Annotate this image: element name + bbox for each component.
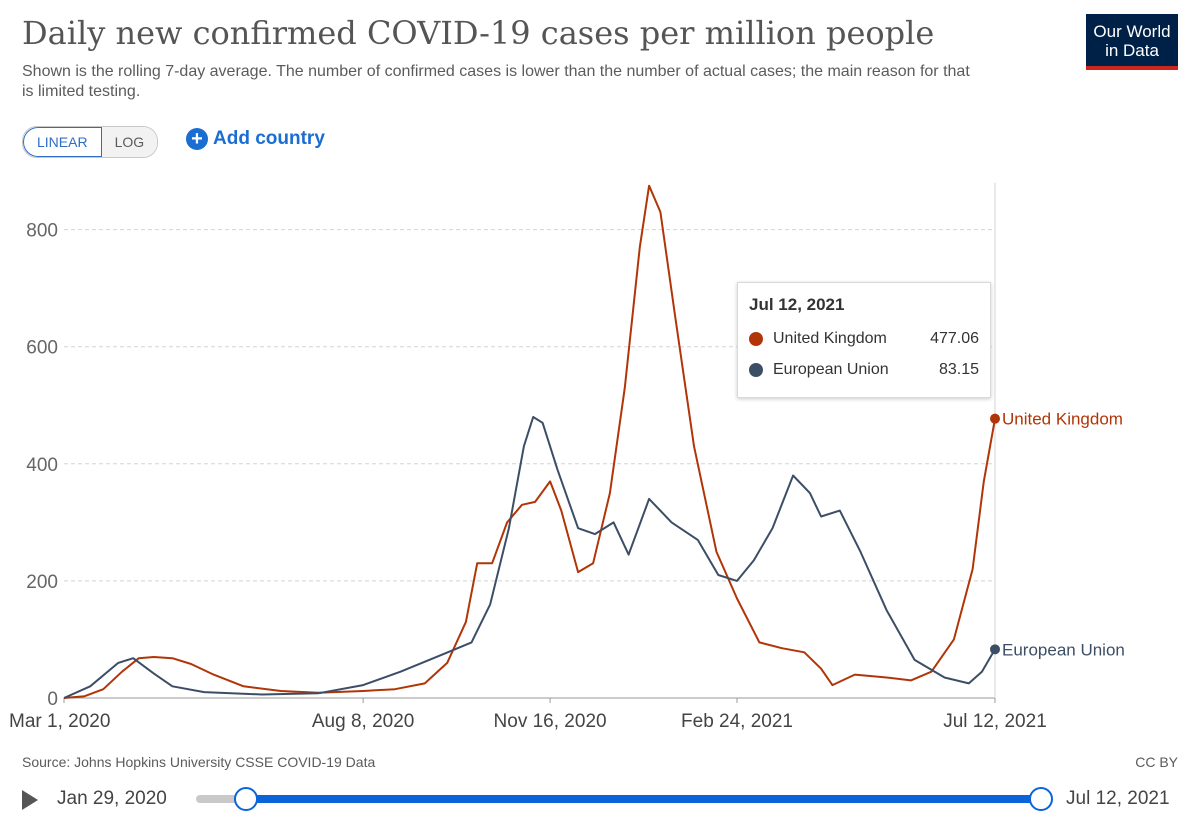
linear-scale-button[interactable]: LINEAR	[23, 127, 102, 157]
line-chart[interactable]: 0 200 400 600 800 Mar 1, 2020 Aug 8, 2020 Nov …	[0, 170, 1200, 740]
uk-dot-icon	[749, 332, 763, 346]
y-tick-label: 200	[26, 572, 58, 593]
timeline-selected-range	[246, 795, 1041, 803]
series-end-labels: United Kingdom European Union	[1002, 410, 1125, 660]
chart-subtitle: Shown is the rolling 7-day average. The …	[22, 63, 970, 100]
tooltip-series-name: United Kingdom	[773, 330, 887, 347]
chart-grid	[64, 182, 996, 699]
tooltip-series-value: 477.06	[930, 330, 979, 347]
owid-logo[interactable]: Our World in Data	[1086, 14, 1178, 70]
tooltip-date: Jul 12, 2021	[749, 295, 845, 314]
eu-dot-icon	[749, 363, 763, 377]
series-line	[63, 416, 996, 699]
license-link[interactable]: CC BY	[1135, 754, 1178, 770]
timeline-start-date: Jan 29, 2020	[57, 788, 167, 809]
add-country-button[interactable]: + Add country	[186, 128, 325, 150]
x-tick-label: Aug 8, 2020	[312, 711, 414, 732]
timeline-start-handle[interactable]	[234, 787, 258, 811]
y-tick-label: 400	[26, 455, 58, 476]
logo-line-1: Our World	[1093, 22, 1171, 41]
y-axis-ticks: 0 200 400 600 800	[26, 221, 58, 710]
tooltip-row-eu: European Union 83.15	[749, 359, 979, 381]
chart-series	[63, 184, 1000, 699]
scale-toggle: LINEAR LOG	[22, 126, 159, 158]
timeline-end-date: Jul 12, 2021	[1066, 788, 1170, 809]
series-end-label: European Union	[1002, 640, 1125, 659]
tooltip-series-value: 83.15	[938, 361, 979, 378]
timeline-end-handle[interactable]	[1029, 787, 1053, 811]
plus-circle-icon: +	[186, 128, 208, 150]
source-note[interactable]: Source: Johns Hopkins University CSSE CO…	[22, 754, 376, 770]
log-scale-button[interactable]: LOG	[101, 127, 158, 157]
x-tick-label: Mar 1, 2020	[9, 711, 110, 732]
add-country-label: Add country	[213, 128, 325, 149]
x-axis-ticks: Mar 1, 2020 Aug 8, 2020 Nov 16, 2020 Feb 24…	[9, 698, 1047, 732]
y-tick-label: 600	[26, 338, 58, 359]
y-tick-label: 0	[47, 689, 58, 710]
page-title: Daily new confirmed COVID-19 cases per m…	[22, 14, 935, 52]
play-icon[interactable]	[22, 790, 38, 810]
tooltip-row-uk: United Kingdom 477.06	[749, 328, 979, 350]
y-tick-label: 800	[26, 221, 58, 242]
x-tick-label: Nov 16, 2020	[494, 711, 607, 732]
x-tick-label: Jul 12, 2021	[943, 711, 1047, 732]
series-end-label: United Kingdom	[1002, 410, 1123, 429]
series-end-point	[990, 413, 1000, 424]
series-end-point	[990, 644, 1000, 655]
logo-line-2: in Data	[1105, 41, 1159, 60]
series-line	[63, 184, 996, 699]
chart-tooltip: Jul 12, 2021 United Kingdom 477.06 Europ…	[737, 282, 991, 398]
x-tick-label: Feb 24, 2021	[681, 711, 793, 732]
tooltip-series-name: European Union	[773, 361, 889, 378]
